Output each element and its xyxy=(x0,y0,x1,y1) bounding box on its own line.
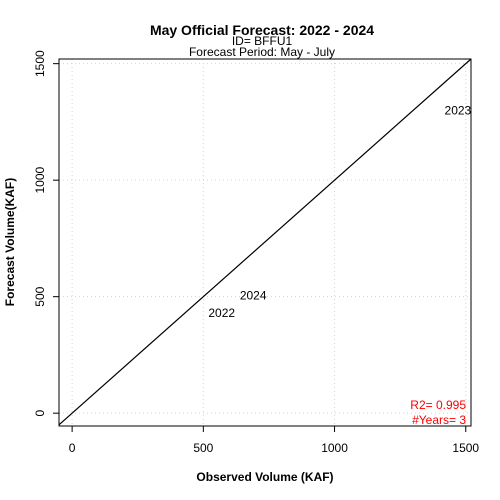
chart-title: May Official Forecast: 2022 - 2024 xyxy=(150,22,374,38)
point-labels: 2022 2024 2023 xyxy=(208,103,471,320)
x-tick-label: 0 xyxy=(69,441,76,455)
grid xyxy=(59,59,471,426)
plot-frame xyxy=(58,58,472,427)
x-tick-label: 500 xyxy=(193,441,213,455)
y-axis-label: Forecast Volume(KAF) xyxy=(3,178,17,306)
point-label-2024: 2024 xyxy=(240,289,267,303)
axis-ticks: 0 500 1000 1500 0 500 1000 1500 xyxy=(33,50,479,455)
y-tick-label: 1000 xyxy=(33,166,47,193)
x-axis-label: Observed Volume (KAF) xyxy=(196,470,333,484)
r2-stat: R2= 0.995 xyxy=(410,398,466,412)
chart-subtitle-period: Forecast Period: May - July xyxy=(189,45,335,59)
y-tick-label: 500 xyxy=(33,286,47,306)
chart-subtitle-id: ID= BFFU1 xyxy=(232,34,293,48)
y-tick-label: 1500 xyxy=(33,50,47,77)
y-tick-label: 0 xyxy=(33,410,47,417)
point-label-2022: 2022 xyxy=(208,306,235,320)
one-to-one-line xyxy=(58,58,472,426)
x-tick-label: 1000 xyxy=(321,441,348,455)
x-tick-label: 1500 xyxy=(452,441,479,455)
point-label-2023: 2023 xyxy=(445,103,472,117)
years-stat: #Years= 3 xyxy=(412,413,466,427)
